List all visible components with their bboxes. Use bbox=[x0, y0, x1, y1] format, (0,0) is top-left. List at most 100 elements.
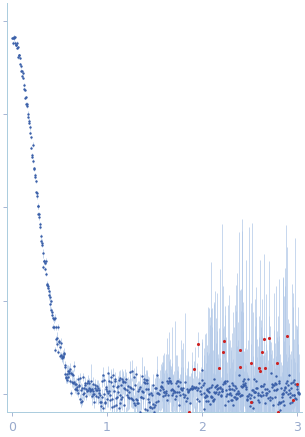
Point bbox=[270, 381, 274, 388]
Point bbox=[114, 384, 119, 391]
Point bbox=[106, 378, 111, 385]
Point bbox=[70, 380, 75, 387]
Point bbox=[172, 388, 177, 395]
Point bbox=[285, 382, 290, 389]
Point bbox=[12, 34, 16, 41]
Point bbox=[84, 387, 89, 394]
Point bbox=[188, 399, 192, 406]
Point bbox=[147, 399, 152, 406]
Point bbox=[136, 388, 141, 395]
Point bbox=[69, 389, 74, 396]
Point bbox=[170, 391, 175, 398]
Point bbox=[91, 380, 96, 387]
Point bbox=[230, 386, 235, 393]
Point bbox=[11, 34, 16, 41]
Point bbox=[149, 412, 153, 419]
Point bbox=[86, 387, 91, 394]
Point bbox=[297, 390, 302, 397]
Point bbox=[285, 378, 289, 385]
Point bbox=[267, 387, 271, 394]
Point bbox=[217, 365, 221, 372]
Point bbox=[252, 376, 257, 383]
Point bbox=[35, 203, 40, 210]
Point bbox=[63, 371, 67, 378]
Point bbox=[25, 103, 30, 110]
Point bbox=[263, 386, 267, 393]
Point bbox=[131, 386, 136, 393]
Point bbox=[208, 400, 213, 407]
Point bbox=[62, 364, 67, 371]
Point bbox=[155, 371, 160, 378]
Point bbox=[170, 385, 174, 392]
Point bbox=[165, 396, 170, 403]
Point bbox=[281, 390, 285, 397]
Point bbox=[178, 391, 182, 398]
Point bbox=[70, 378, 74, 385]
Point bbox=[111, 371, 116, 378]
Point bbox=[202, 389, 207, 396]
Point bbox=[182, 378, 187, 385]
Point bbox=[117, 392, 122, 399]
Point bbox=[37, 211, 41, 218]
Point bbox=[201, 381, 206, 388]
Point bbox=[163, 388, 168, 395]
Point bbox=[294, 395, 299, 402]
Point bbox=[253, 388, 257, 395]
Point bbox=[21, 81, 26, 88]
Point bbox=[108, 374, 113, 381]
Point bbox=[55, 324, 60, 331]
Point bbox=[158, 383, 163, 390]
Point bbox=[61, 350, 66, 357]
Point bbox=[151, 400, 156, 407]
Point bbox=[214, 381, 219, 388]
Point bbox=[211, 397, 216, 404]
Point bbox=[102, 399, 107, 406]
Point bbox=[34, 189, 38, 196]
Point bbox=[290, 391, 295, 398]
Point bbox=[50, 315, 55, 322]
Point bbox=[62, 351, 66, 358]
Point bbox=[88, 378, 93, 385]
Point bbox=[159, 384, 164, 391]
Point bbox=[288, 390, 293, 397]
Point bbox=[239, 383, 244, 390]
Point bbox=[124, 375, 128, 382]
Point bbox=[121, 378, 126, 385]
Point bbox=[215, 386, 220, 393]
Point bbox=[242, 381, 246, 388]
Point bbox=[79, 386, 84, 393]
Point bbox=[167, 378, 172, 385]
Point bbox=[238, 392, 242, 399]
Point bbox=[233, 382, 238, 389]
Point bbox=[75, 390, 80, 397]
Point bbox=[188, 385, 193, 392]
Point bbox=[21, 75, 26, 82]
Point bbox=[188, 385, 193, 392]
Point bbox=[59, 340, 63, 347]
Point bbox=[255, 389, 260, 396]
Point bbox=[16, 52, 21, 59]
Point bbox=[41, 264, 46, 271]
Point bbox=[208, 383, 213, 390]
Point bbox=[102, 377, 107, 384]
Point bbox=[276, 380, 281, 387]
Point bbox=[292, 381, 297, 388]
Point bbox=[101, 405, 106, 412]
Point bbox=[117, 404, 121, 411]
Point bbox=[181, 385, 185, 392]
Point bbox=[88, 386, 93, 393]
Point bbox=[278, 385, 283, 392]
Point bbox=[192, 384, 197, 391]
Point bbox=[242, 375, 247, 382]
Point bbox=[215, 385, 220, 392]
Point bbox=[154, 390, 159, 397]
Point bbox=[95, 382, 99, 389]
Point bbox=[23, 94, 28, 101]
Point bbox=[161, 393, 166, 400]
Point bbox=[237, 347, 242, 354]
Point bbox=[32, 171, 37, 178]
Point bbox=[287, 393, 292, 400]
Point bbox=[156, 398, 161, 405]
Point bbox=[268, 396, 273, 403]
Point bbox=[88, 385, 92, 392]
